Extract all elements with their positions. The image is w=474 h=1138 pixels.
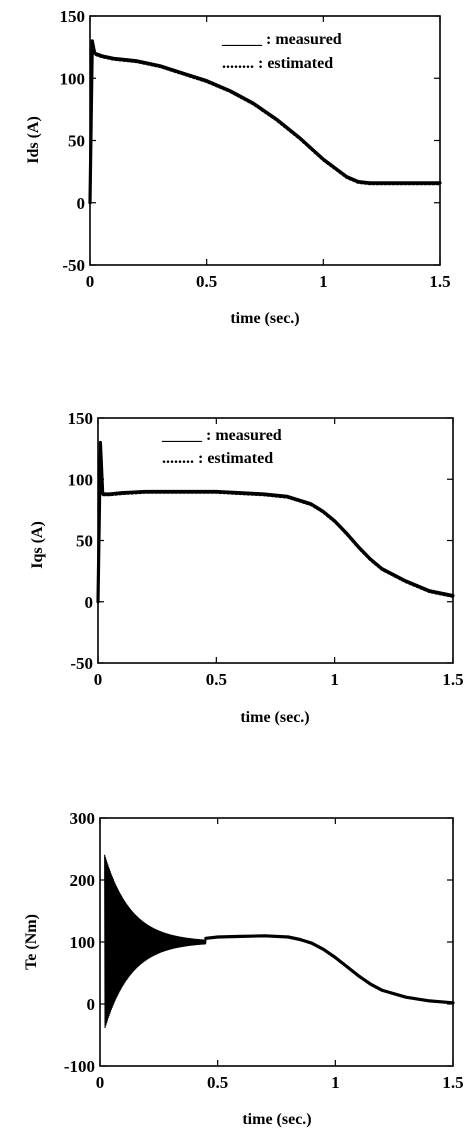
te-y-tick-label: 100 bbox=[70, 933, 96, 952]
ids-x-tick-label: 0.5 bbox=[196, 272, 217, 291]
te-x-tick-label: 1.5 bbox=[442, 1073, 463, 1092]
iqs-x-axis-label: time (sec.) bbox=[240, 709, 309, 726]
te-y-tick-label: -100 bbox=[64, 1057, 95, 1076]
ids-y-tick-label: 50 bbox=[68, 132, 85, 151]
iqs-x-tick-label: 0 bbox=[94, 670, 103, 689]
iqs-series-estimated-line bbox=[96, 443, 455, 603]
iqs-y-tick-label: 150 bbox=[68, 409, 94, 428]
te-series-measured-line bbox=[204, 934, 455, 1005]
iqs-y-tick-label: 100 bbox=[68, 470, 94, 489]
ids-legend-measured: _____ : measured bbox=[221, 31, 342, 48]
iqs-y-tick-label: -50 bbox=[70, 654, 93, 673]
te-y-axis-label: Te (Nm) bbox=[23, 914, 40, 970]
iqs-x-tick-label: 1.5 bbox=[442, 670, 463, 689]
ids-y-tick-label: 100 bbox=[60, 69, 86, 88]
ids-y-tick-label: 0 bbox=[77, 194, 86, 213]
ids-x-axis-label: time (sec.) bbox=[230, 310, 299, 327]
iqs-legend-measured: _____ : measured bbox=[161, 427, 282, 444]
iqs-plot-frame bbox=[97, 417, 454, 664]
iqs-x-tick-label: 1 bbox=[330, 670, 339, 689]
ids-series-estimated-line bbox=[88, 42, 442, 204]
ids-y-tick-label: 150 bbox=[60, 7, 86, 26]
ids-x-tick-label: 1.5 bbox=[429, 272, 450, 291]
iqs-legend-estimated: ........ : estimated bbox=[162, 450, 273, 467]
te-x-axis-label: time (sec.) bbox=[242, 1111, 311, 1128]
te-x-tick-label: 0.5 bbox=[207, 1073, 228, 1092]
te-y-tick-label: 200 bbox=[70, 871, 96, 890]
iqs-y-tick-label: 0 bbox=[85, 593, 94, 612]
te-oscillation-line bbox=[104, 854, 207, 1029]
te-y-tick-label: 300 bbox=[70, 809, 96, 828]
ids-x-tick-label: 1 bbox=[319, 272, 328, 291]
iqs-y-tick-label: 50 bbox=[76, 532, 93, 551]
te-y-tick-label: 0 bbox=[87, 995, 96, 1014]
te-x-tick-label: 1 bbox=[331, 1073, 340, 1092]
ids-x-tick-label: 0 bbox=[86, 272, 95, 291]
iqs-x-tick-label: 0.5 bbox=[206, 670, 227, 689]
ids-y-tick-label: -50 bbox=[62, 256, 85, 275]
iqs-y-axis-label: Iqs (A) bbox=[29, 521, 46, 569]
ids-legend: _____ : measured ........ : estimated bbox=[221, 31, 342, 72]
ids-y-axis-label: Ids (A) bbox=[25, 116, 42, 164]
iqs-legend: _____ : measured ........ : estimated bbox=[161, 427, 282, 467]
ids-plot-frame bbox=[89, 15, 441, 266]
te-x-tick-label: 0 bbox=[96, 1073, 105, 1092]
ids-legend-estimated: ........ : estimated bbox=[222, 55, 333, 72]
